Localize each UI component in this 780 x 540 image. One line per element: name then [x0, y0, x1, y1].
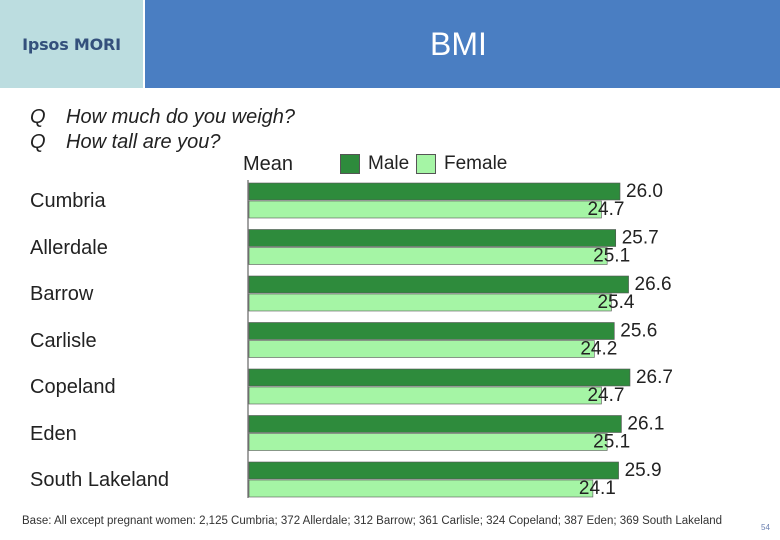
logo-box: Ipsos MORI	[0, 0, 143, 88]
title-bar	[145, 0, 780, 88]
legend-swatch-male	[340, 154, 360, 174]
value-label-male: 25.6	[620, 321, 657, 342]
value-label-female: 24.7	[587, 199, 624, 220]
bar-male	[248, 461, 619, 480]
legend-female: Female	[416, 153, 507, 175]
bar-female	[248, 247, 608, 265]
mean-label: Mean	[243, 153, 294, 175]
value-label-male: 25.9	[625, 460, 662, 481]
category-label: Cumbria	[30, 190, 106, 212]
bar-male	[248, 182, 621, 201]
value-label-female: 25.4	[597, 292, 634, 313]
bar-male	[248, 275, 629, 294]
question-marker: Q	[30, 131, 46, 153]
legend-male: Male	[340, 153, 409, 175]
question-height: Q How tall are you?	[30, 131, 221, 154]
value-label-male: 26.7	[636, 367, 673, 388]
bar-male	[248, 368, 631, 387]
bar-female	[248, 293, 612, 312]
bar-female	[248, 200, 602, 219]
value-label-female: 25.1	[593, 432, 630, 453]
question-weight: Q How much do you weigh?	[30, 106, 295, 129]
base-footnote: Base: All except pregnant women: 2,125 C…	[22, 515, 723, 527]
category-label: Copeland	[30, 376, 116, 398]
bar-female	[248, 386, 602, 405]
legend-label-male: Male	[368, 153, 410, 174]
bar-female	[248, 479, 594, 498]
page-number: 54	[761, 523, 770, 532]
value-label-male: 26.0	[626, 181, 663, 202]
value-label-female: 25.1	[593, 246, 630, 267]
value-label-female: 24.1	[579, 478, 616, 499]
category-label: Allerdale	[30, 236, 108, 259]
question-marker: Q	[30, 106, 46, 128]
value-label-female: 24.7	[587, 385, 624, 406]
value-label-male: 26.1	[627, 414, 664, 435]
legend-label-female: Female	[444, 153, 508, 174]
bar-male	[248, 322, 615, 340]
category-label: Barrow	[30, 283, 94, 305]
value-label-male: 25.7	[622, 228, 659, 249]
question-text: How tall are you?	[66, 131, 221, 153]
value-label-female: 24.2	[580, 339, 617, 360]
category-label: South Lakeland	[30, 469, 170, 491]
category-label: Carlisle	[30, 329, 97, 352]
ipsos-mori-logo: Ipsos MORI	[22, 34, 121, 54]
value-label-male: 26.6	[635, 274, 672, 295]
category-label: Eden	[30, 422, 77, 445]
bar-female	[248, 433, 608, 451]
page-title: BMI	[430, 26, 487, 62]
legend-swatch-female	[416, 154, 436, 174]
bar-female	[248, 340, 595, 358]
question-text: How much do you weigh?	[66, 106, 296, 128]
bar-male	[248, 229, 617, 247]
bar-male	[248, 415, 622, 433]
